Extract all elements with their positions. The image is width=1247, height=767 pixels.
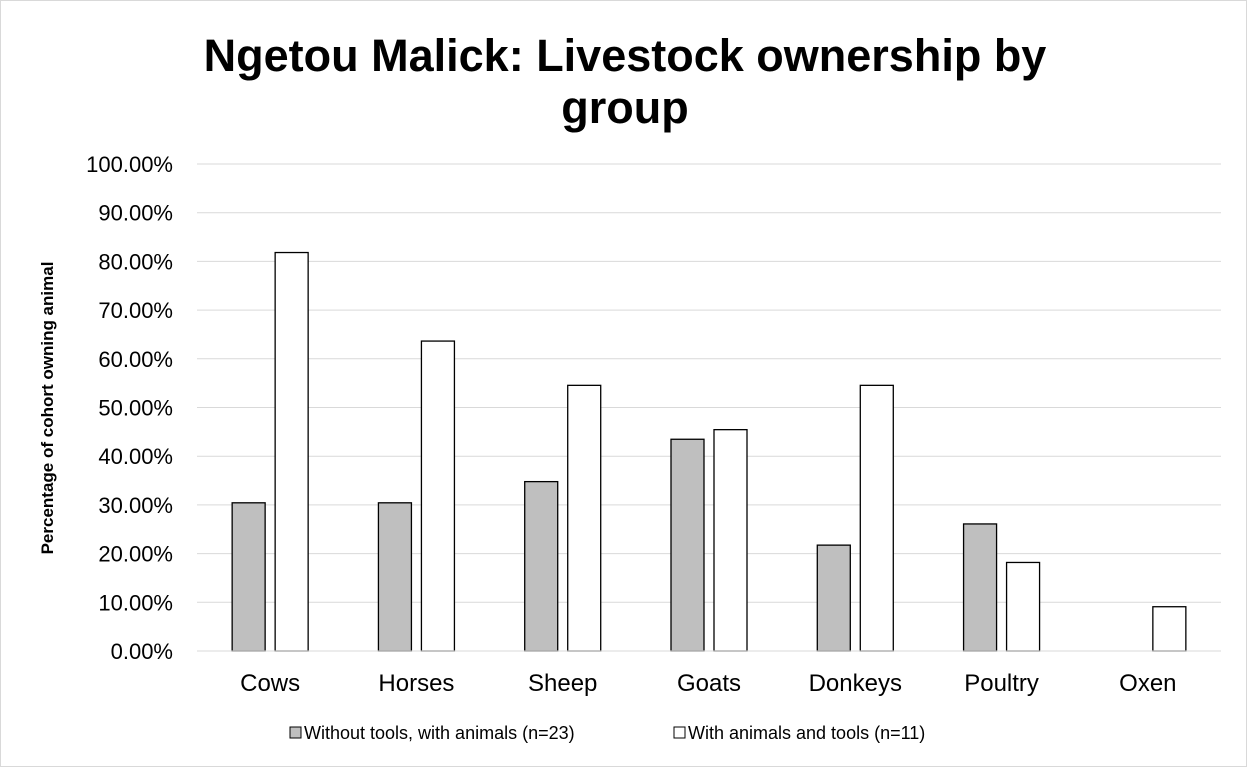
legend-swatch-series-1 [289,726,302,739]
bar-poultry-series-1 [962,523,998,652]
bar-goats-series-2 [713,429,748,652]
y-tick-label: 70.00% [98,298,173,323]
y-axis-title: Percentage of cohort owning animal [38,262,57,555]
legend-swatch-series-2 [673,726,686,739]
y-tick-label: 40.00% [98,444,173,469]
y-tick-label: 60.00% [98,347,173,372]
y-tick-label: 80.00% [98,249,173,274]
legend-label-series-2: With animals and tools (n=11) [688,723,925,743]
y-tick-label: 20.00% [98,542,173,567]
x-category-label: Donkeys [809,670,902,697]
bar-cows-series-1 [231,502,266,652]
legend-label-series-1: Without tools, with animals (n=23) [304,723,575,743]
bar-oxen-series-2 [1152,606,1187,652]
chart-title-line-2: group [561,82,688,133]
y-tick-label: 30.00% [98,493,173,518]
gridlines [197,163,1221,603]
bar-cows-series-2 [274,251,309,652]
x-category-label: Cows [240,670,300,697]
x-category-label: Sheep [528,670,597,697]
x-category-label: Horses [378,670,454,697]
y-axis-tick-labels: 0.00% 10.00% 20.00% 30.00% 40.00% 50.00% 60.00… [86,152,173,664]
y-tick-label: 50.00% [98,396,173,421]
chart-title: Ngetou Malick: Livestock ownership bygro… [204,30,1047,133]
x-category-label: Oxen [1119,670,1176,697]
chart-title-line-1: Ngetou Malick: Livestock ownership by [204,30,1047,81]
bar-goats-series-1 [670,438,705,652]
bar-horses-series-1 [377,502,413,652]
bar-sheep-series-1 [524,480,559,652]
x-category-label: Goats [677,670,741,697]
x-axis-category-labels: Cows Horses Sheep Goats Donkeys Poultry Oxen [240,670,1176,697]
bar-poultry-series-2 [1005,561,1041,652]
bars [231,251,1187,652]
legend: Without tools, with animals (n=23) With a… [289,723,925,743]
x-category-label: Poultry [964,670,1039,697]
y-tick-label: 90.00% [98,201,173,226]
bar-donkeys-series-2 [859,384,894,652]
y-tick-label: 0.00% [111,639,173,664]
bar-sheep-series-2 [567,384,602,652]
y-tick-label: 100.00% [86,152,173,177]
bar-donkeys-series-1 [816,544,851,652]
bar-horses-series-2 [420,340,456,652]
y-tick-label: 10.00% [98,590,173,615]
